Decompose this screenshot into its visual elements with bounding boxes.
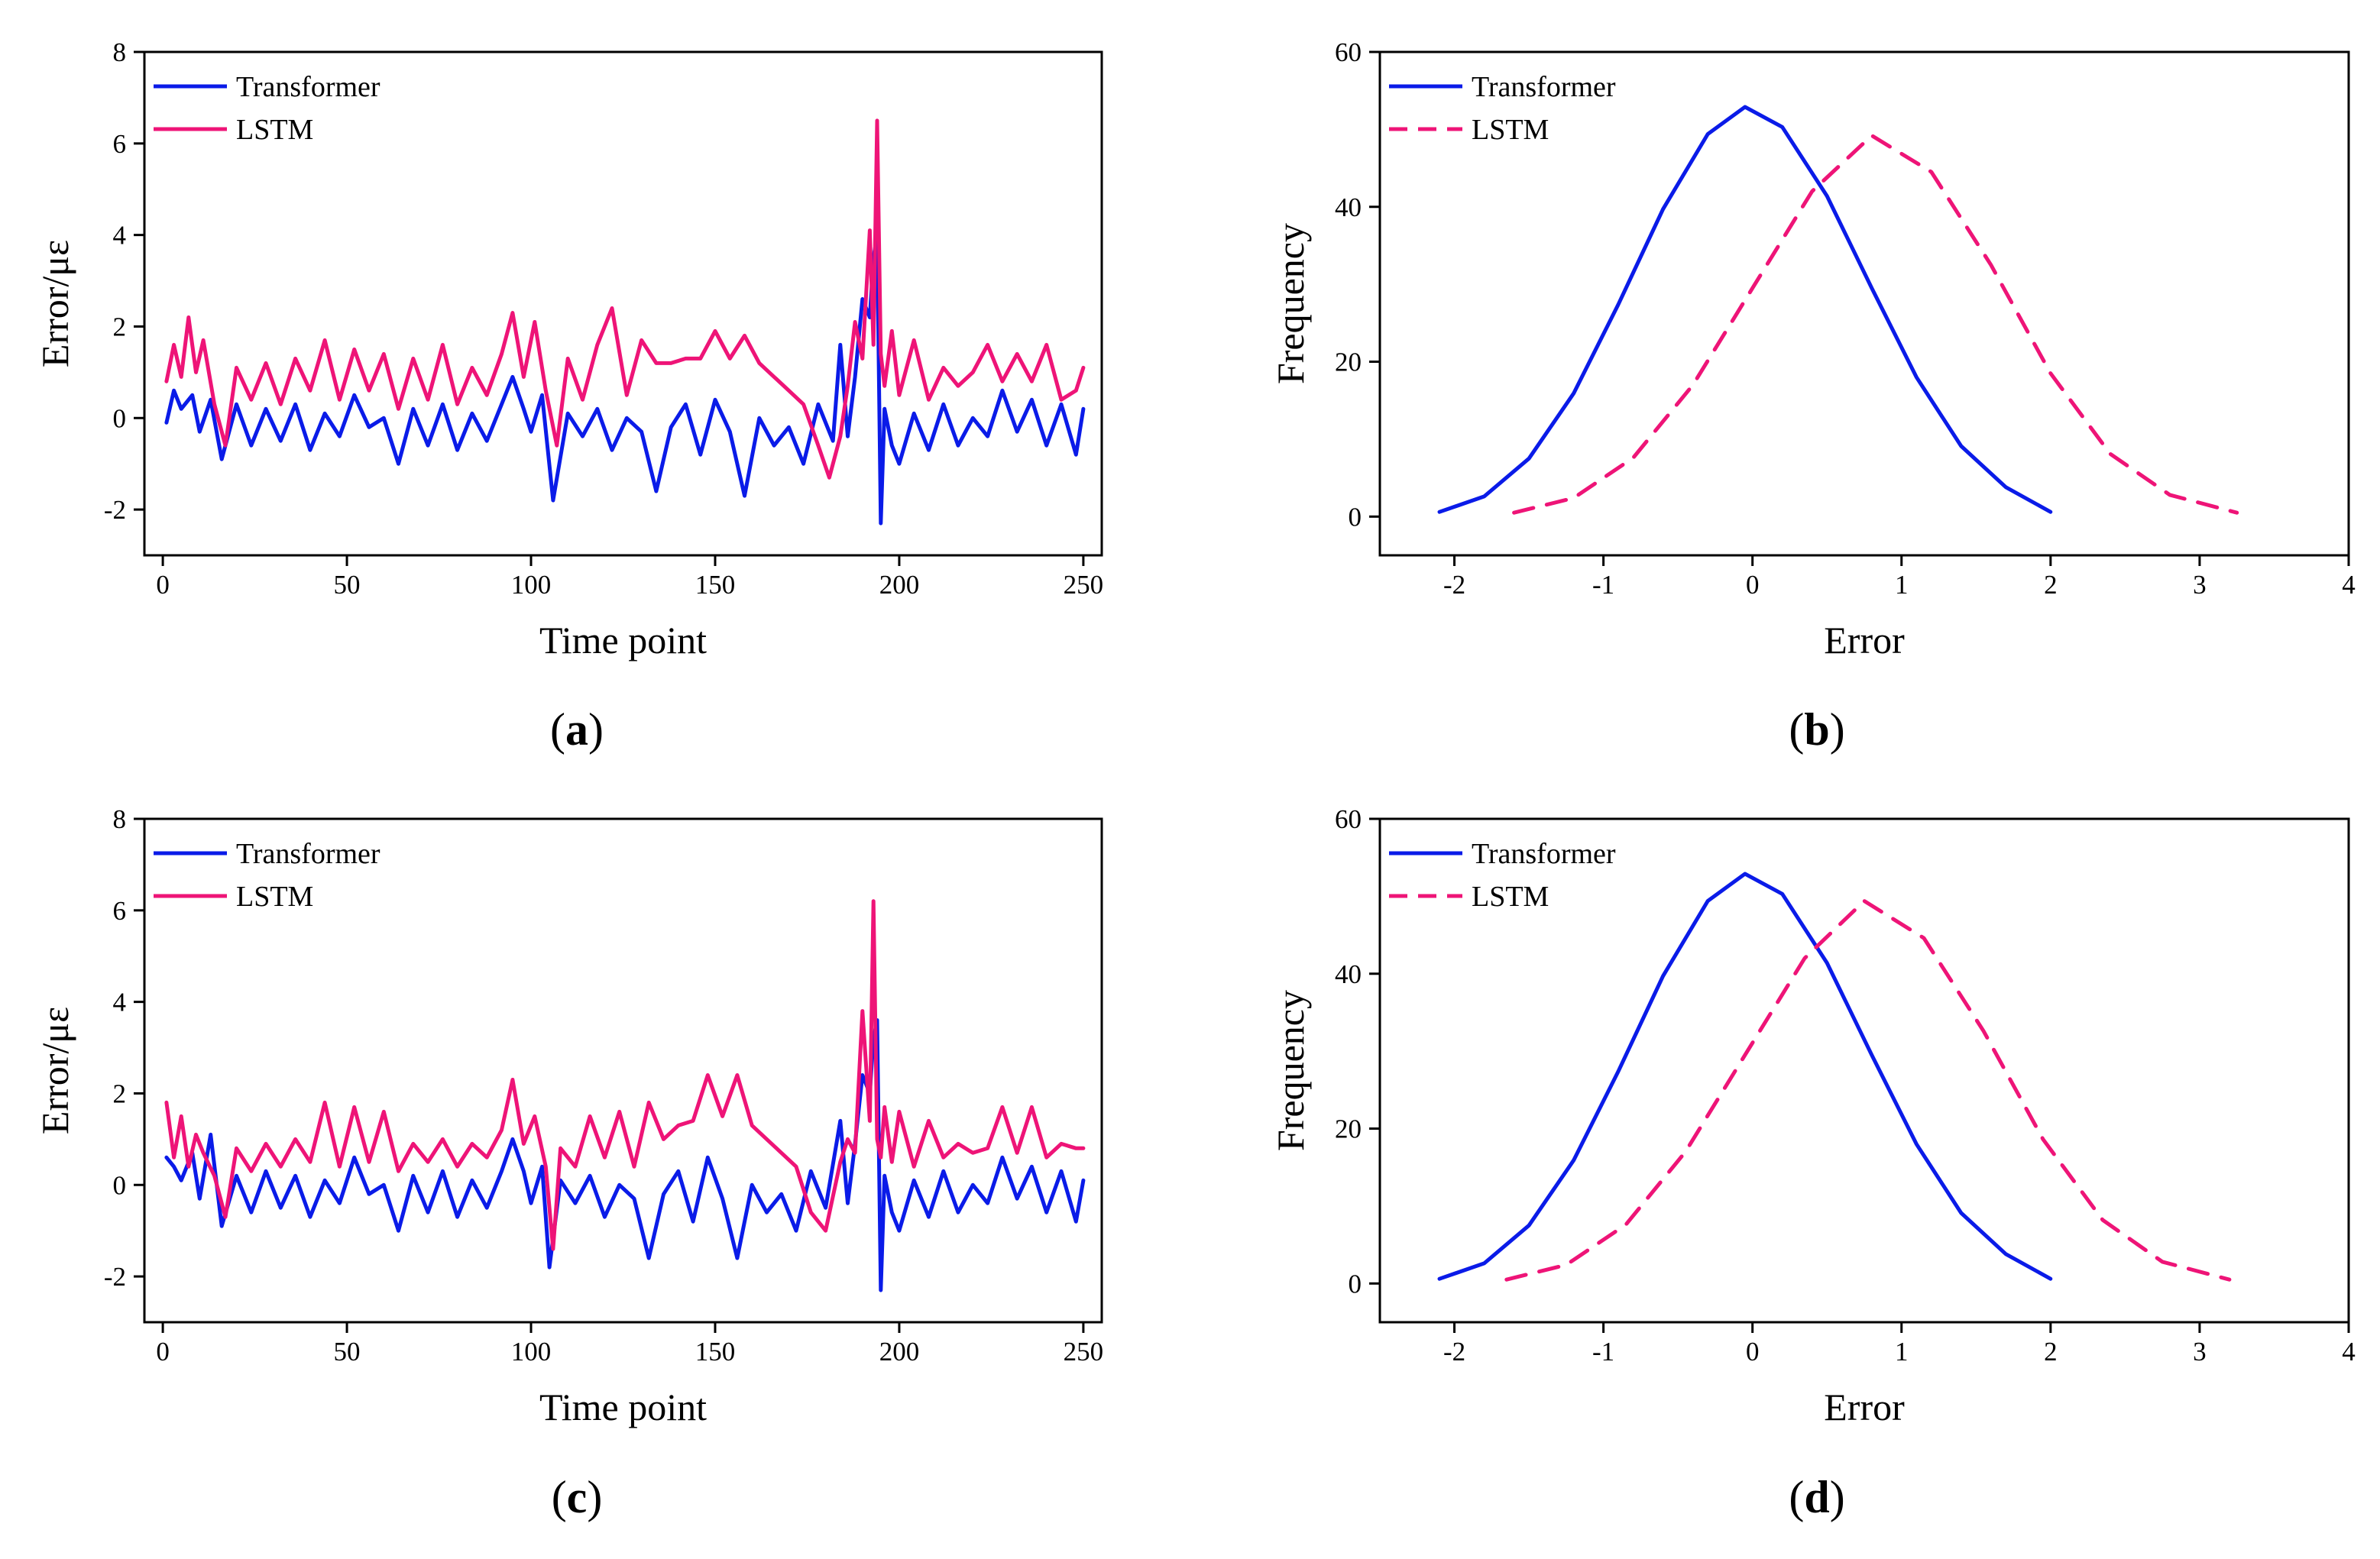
x-tick-label: 4 [2342,1337,2356,1367]
panel-label: (a) [550,704,604,755]
y-tick-label: 6 [113,896,127,926]
chart-a: 0 50 100 150 200 250 -2 0 2 4 6 8 Time point Error/με… [34,37,1103,755]
x-axis-title: Time point [539,1386,707,1428]
y-tick-label: 0 [1349,502,1362,532]
panel-label: (d) [1789,1472,1844,1522]
legend-label-transformer: Transformer [1472,71,1616,103]
series-line-transformer [1437,105,2053,514]
x-tick-label: 3 [2193,570,2207,600]
x-tick-label: 3 [2193,1337,2207,1367]
legend-label-lstm: LSTM [1472,881,1549,913]
y-tick-label: 0 [113,1170,127,1200]
x-tick-label: 2 [2044,1337,2058,1367]
x-tick-label: 100 [511,1337,552,1367]
x-tick-label: 50 [334,570,361,600]
y-tick-label: -2 [104,1262,126,1292]
y-tick-label: 40 [1335,192,1362,222]
y-tick-label: 8 [113,37,127,67]
x-axis-title: Error [1824,619,1905,661]
plot-frame [1378,817,2350,1324]
x-tick-label: 200 [879,1337,920,1367]
x-tick-label: -2 [1443,1337,1465,1367]
panel-label: (b) [1789,704,1844,755]
y-axis-title: Frequency [1269,223,1312,384]
series-line-transformer [164,233,1086,526]
x-tick-label: 100 [511,570,552,600]
legend-label-lstm: LSTM [1472,114,1549,146]
legend-label-transformer: Transformer [236,838,380,870]
y-tick-label: 0 [1349,1269,1362,1299]
x-tick-label: -1 [1592,570,1614,600]
series-line-lstm [1512,134,2239,515]
x-tick-label: 150 [695,570,736,600]
x-tick-label: 1 [1895,570,1909,600]
y-tick-label: 8 [113,804,127,834]
x-tick-label: -1 [1592,1337,1614,1367]
y-tick-label: 60 [1335,804,1362,834]
x-tick-label: 0 [156,570,170,600]
x-tick-label: 200 [879,570,920,600]
y-tick-label: 2 [113,1079,127,1108]
y-tick-label: 0 [113,403,127,433]
x-tick-label: 250 [1064,1337,1104,1367]
x-tick-label: 1 [1895,1337,1909,1367]
y-tick-label: 4 [113,221,127,251]
x-tick-label: 0 [1746,570,1760,600]
y-tick-label: -2 [104,495,126,525]
y-axis-title: Frequency [1269,990,1312,1151]
y-tick-label: 40 [1335,959,1362,989]
plot-frame [143,50,1103,557]
series-line-lstm [164,118,1086,480]
legend-label-transformer: Transformer [1472,838,1616,870]
y-axis-title: Error/με [34,1007,76,1134]
series-line-transformer [164,1018,1086,1292]
x-tick-label: 50 [334,1337,361,1367]
y-tick-label: 20 [1335,348,1362,377]
x-tick-label: 250 [1064,570,1104,600]
x-axis-title: Error [1824,1386,1905,1428]
series-line-lstm [164,899,1086,1251]
plot-frame [143,817,1103,1324]
x-axis-title: Time point [539,619,707,661]
y-tick-label: 60 [1335,37,1362,67]
series-line-transformer [1437,872,2053,1281]
x-tick-label: 150 [695,1337,736,1367]
chart-d: -2 -1 0 1 2 3 40204060ErrorFrequencyTransforme… [1269,804,2356,1522]
y-tick-label: 4 [113,988,127,1017]
y-tick-label: 20 [1335,1114,1362,1144]
y-tick-label: 2 [113,312,127,341]
plot-frame [1378,50,2350,557]
x-tick-label: 0 [156,1337,170,1367]
panel-label: (c) [552,1472,603,1522]
legend-label-transformer: Transformer [236,71,380,103]
x-tick-label: 4 [2342,570,2356,600]
x-tick-label: -2 [1443,570,1465,600]
x-tick-label: 2 [2044,570,2058,600]
y-axis-title: Error/με [34,240,76,367]
x-tick-label: 0 [1746,1337,1760,1367]
chart-c: 0 50 100 150 200 250 -2 0 2 4 6 8 Time point Error/με… [34,804,1103,1522]
legend-label-lstm: LSTM [236,881,313,913]
y-tick-label: 6 [113,129,127,159]
chart-b: -2 -1 0 1 2 3 40204060ErrorFrequencyTransforme… [1269,37,2356,755]
legend-label-lstm: LSTM [236,114,313,146]
series-line-lstm [1504,899,2232,1282]
